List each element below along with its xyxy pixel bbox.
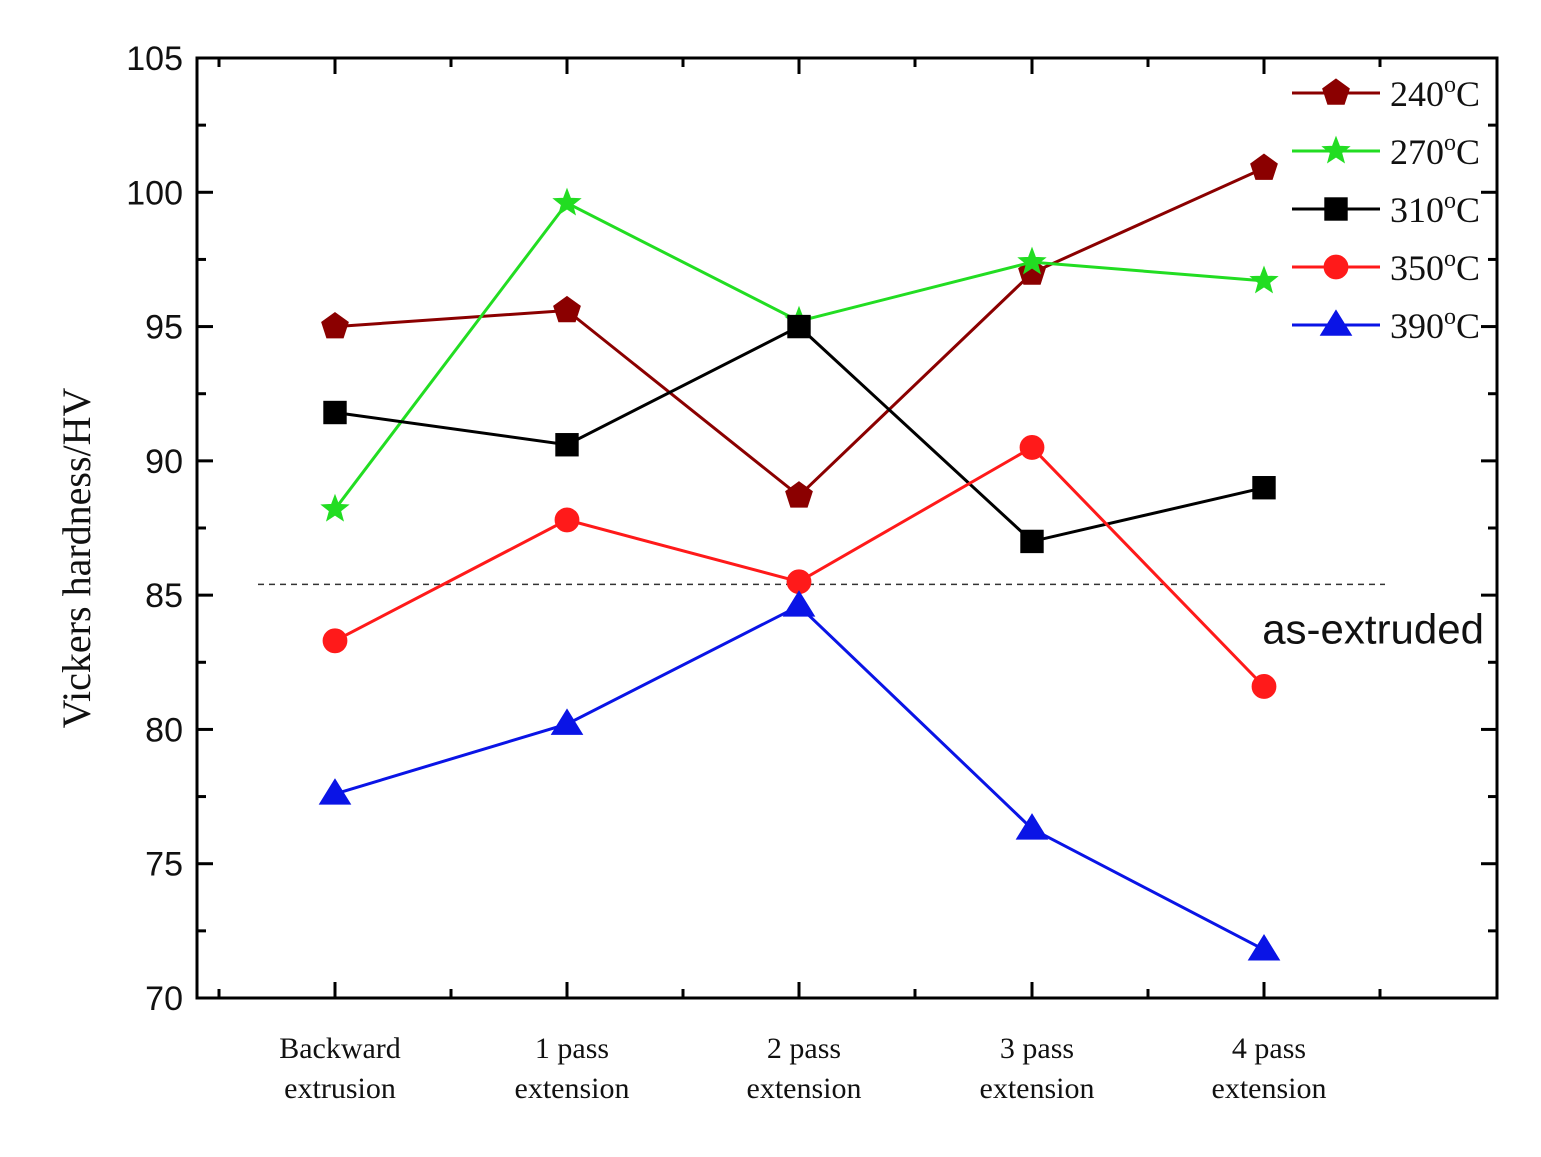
axes-group: 70 75 80 85 90 95 100 105 Backward extrusion 1 pas… [54, 40, 1499, 1105]
y-tick-label: 70 [145, 980, 183, 1018]
data-point-390 [1015, 813, 1049, 840]
data-point-390 [782, 590, 816, 617]
series-line-390 [334, 604, 1265, 952]
data-point-310 [1252, 476, 1276, 500]
legend-marker [1324, 197, 1348, 221]
legend: 240oC 270oC 310oC 350oC 390oC [1292, 72, 1480, 346]
plot-frame [195, 56, 1499, 1000]
x-tick-label: Backward [279, 1032, 401, 1065]
legend-label: 390oC [1390, 304, 1480, 346]
y-tick-label: 75 [145, 846, 183, 884]
series-390 [318, 590, 1281, 961]
data-point-390 [318, 778, 352, 805]
data-point-270 [1017, 246, 1047, 275]
x-tick-label: extension [1212, 1072, 1327, 1105]
legend-item-310: 310oC [1292, 188, 1480, 230]
series-240 [321, 153, 1278, 508]
y-tick-label: 95 [145, 309, 183, 347]
series-line-270 [333, 201, 1265, 511]
data-point-350 [554, 507, 580, 533]
data-point-310 [555, 433, 579, 457]
data-point-270 [1249, 265, 1279, 294]
data-point-270 [320, 493, 350, 522]
x-tick-label: extension [515, 1072, 630, 1105]
x-tick-label: extension [980, 1072, 1095, 1105]
data-point-310 [323, 400, 347, 425]
data-point-240 [1250, 153, 1278, 180]
legend-item-350: 350oC [1292, 246, 1480, 288]
legend-label: 270oC [1390, 130, 1480, 172]
y-tick-label: 105 [126, 40, 183, 78]
data-point-390 [1247, 934, 1281, 961]
legend-marker [1323, 254, 1349, 280]
data-point-350 [1019, 435, 1045, 460]
data-point-350 [1251, 674, 1277, 699]
y-tick-label: 80 [145, 711, 183, 749]
x-tick-label: 1 pass [535, 1032, 609, 1065]
data-point-270 [552, 187, 582, 216]
data-point-310 [1020, 529, 1044, 554]
legend-marker [1319, 309, 1353, 336]
legend-marker [1321, 135, 1351, 164]
x-tick-label: extrusion [284, 1072, 396, 1105]
data-point-390 [550, 708, 584, 735]
series-line-310 [334, 324, 1265, 544]
legend-label: 310oC [1390, 188, 1480, 230]
y-tick-label: 100 [126, 174, 183, 212]
series-350 [322, 435, 1277, 699]
y-axis-label: Vickers hardness/HV [54, 387, 99, 728]
data-point-310 [787, 314, 811, 339]
reference-line-group: as-extruded [258, 583, 1484, 652]
as-extruded-label: as-extruded [1262, 605, 1484, 652]
legend-label: 350oC [1390, 246, 1480, 288]
legend-marker [1322, 78, 1350, 105]
series-270 [320, 187, 1279, 522]
data-point-240 [321, 311, 349, 339]
data-point-240 [785, 481, 813, 508]
x-tick-label: 2 pass [767, 1032, 841, 1065]
legend-item-390: 390oC [1292, 304, 1480, 346]
data-point-350 [322, 628, 348, 654]
x-tick-label: extension [747, 1072, 862, 1105]
series-group [318, 153, 1281, 961]
legend-label: 240oC [1390, 72, 1480, 114]
y-tick-label: 85 [145, 577, 183, 615]
data-point-240 [553, 295, 581, 323]
legend-item-270: 270oC [1292, 130, 1480, 172]
legend-item-240: 240oC [1292, 72, 1480, 114]
y-tick-label: 90 [145, 443, 183, 481]
x-tick-label: 3 pass [1000, 1032, 1074, 1065]
series-310 [323, 314, 1276, 554]
x-tick-label: 4 pass [1232, 1032, 1306, 1065]
data-point-350 [786, 569, 812, 595]
